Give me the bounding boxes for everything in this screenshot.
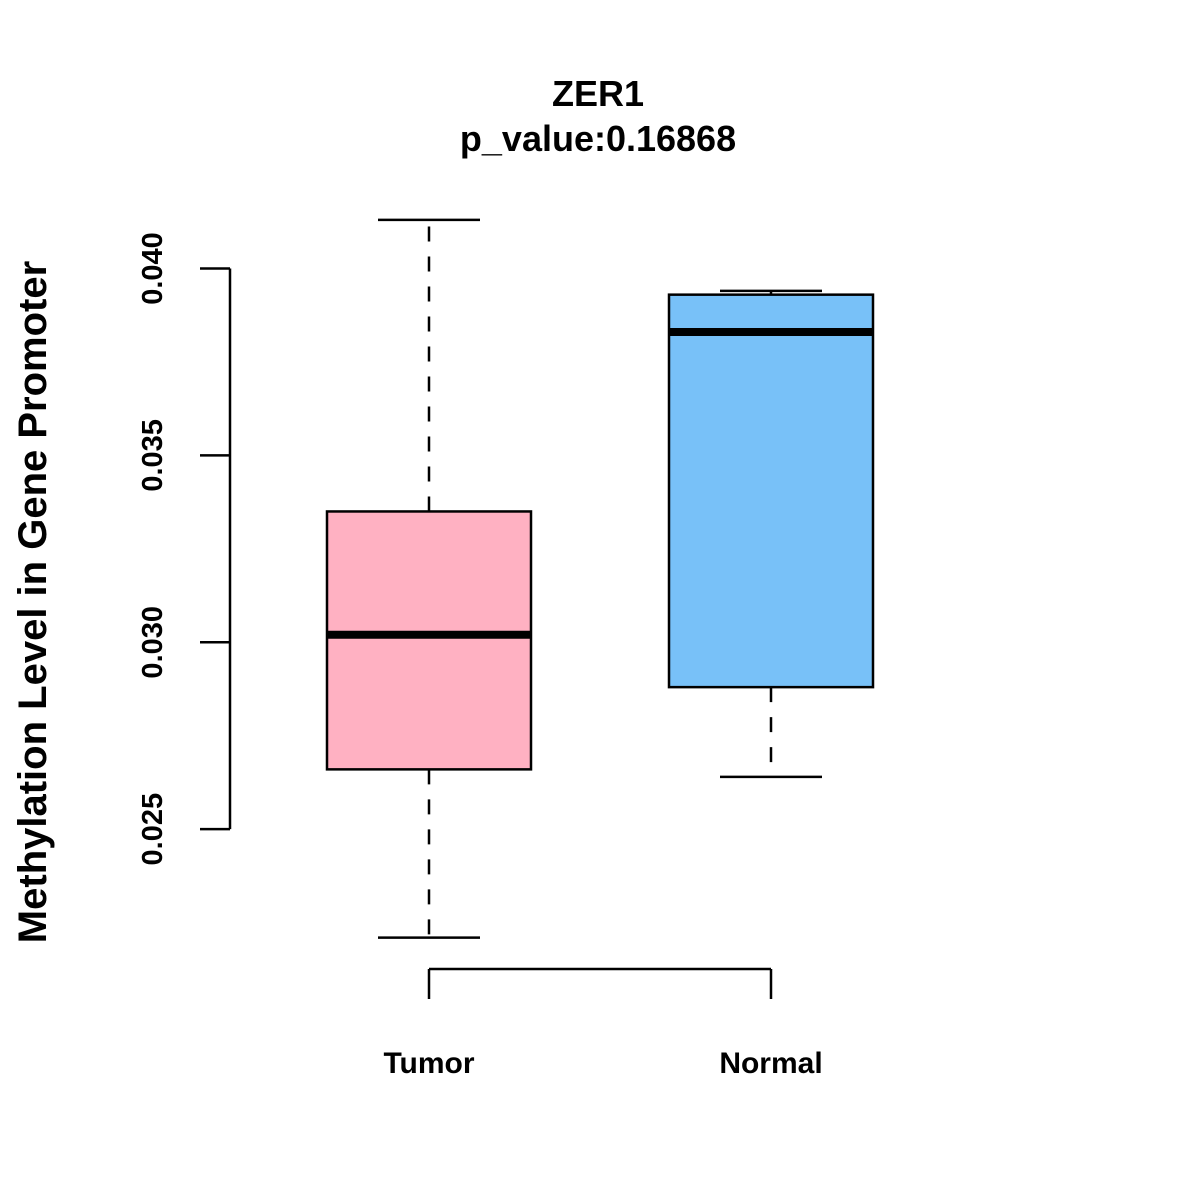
chart-subtitle: p_value:0.16868 [460,118,736,159]
y-tick-label: 0.035 [137,419,169,492]
y-tick-label: 0.030 [137,606,169,679]
iqr-box [325,510,533,771]
y-axis-label: Methylation Level in Gene Promoter [11,261,55,943]
x-tick-label: Tumor [383,1047,474,1080]
x-tick-label: Normal [719,1047,822,1080]
chart-title: ZER1 [552,73,644,114]
boxes [325,218,875,939]
box-tumor [325,218,533,939]
y-tick-label: 0.025 [137,793,169,866]
y-tick-label: 0.040 [137,232,169,305]
box-normal [667,289,875,779]
x-axis: Tumor Normal [383,967,823,1080]
y-axis: 0.025 0.030 0.035 0.040 [137,232,232,866]
iqr-box [667,293,875,689]
